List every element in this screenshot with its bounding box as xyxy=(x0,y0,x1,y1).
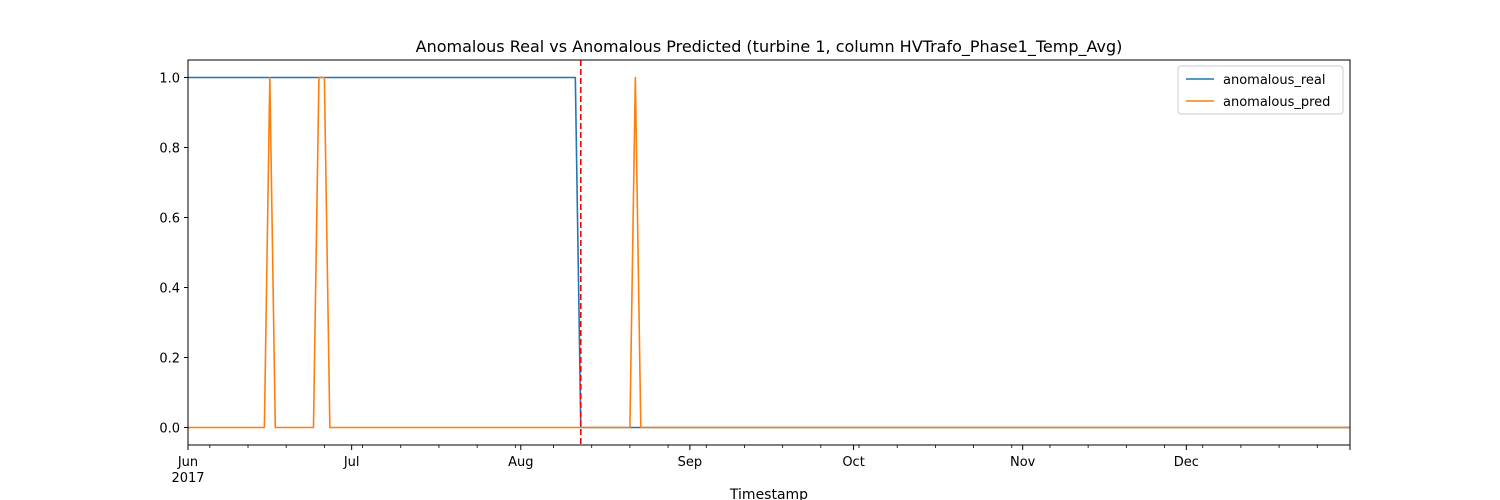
axes-frame xyxy=(187,59,1351,446)
x-tick-label: Jun xyxy=(177,455,198,470)
y-tick-label: 0.2 xyxy=(159,352,180,367)
legend-label: anomalous_pred xyxy=(1223,95,1330,110)
series-line-anomalous-pred xyxy=(188,76,1350,429)
x-tick-label: Nov xyxy=(1010,455,1036,470)
x-axis-label: Timestamp xyxy=(729,487,808,500)
x-tick-label: Jul xyxy=(343,455,360,470)
y-tick-label: 0.4 xyxy=(159,282,180,297)
chart-title: Anomalous Real vs Anomalous Predicted (t… xyxy=(416,37,1123,57)
y-tick-label: 0.6 xyxy=(159,212,180,227)
x-tick-label: Aug xyxy=(508,455,533,470)
legend: anomalous_real anomalous_pred xyxy=(1177,65,1344,115)
y-tick-label: 1.0 xyxy=(159,72,180,87)
y-tick-label: 0.8 xyxy=(159,142,180,157)
x-tick-label: Sep xyxy=(678,455,703,470)
legend-label: anomalous_real xyxy=(1223,73,1326,88)
plot-area xyxy=(188,60,1350,445)
x-tick-label: Dec xyxy=(1174,455,1199,470)
x-tick-year-label: 2017 xyxy=(171,471,204,486)
y-tick-label: 0.0 xyxy=(159,422,180,437)
series-line-anomalous-real xyxy=(188,76,1350,429)
legend-box xyxy=(1177,65,1344,115)
x-tick-label: Oct xyxy=(842,455,864,470)
